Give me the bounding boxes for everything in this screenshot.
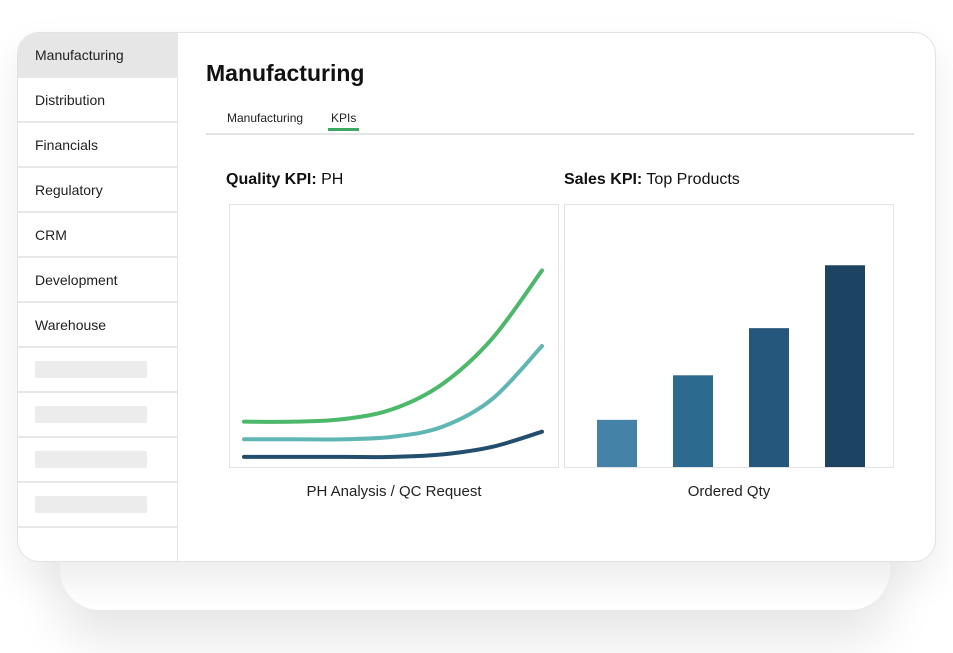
line-series-3 bbox=[242, 429, 544, 460]
quality-kpi-title: Quality KPI: PH bbox=[226, 171, 343, 189]
sales-kpi-metric: Top Products bbox=[642, 171, 740, 188]
sidebar-item-label: Distribution bbox=[35, 91, 106, 108]
bar-1 bbox=[597, 419, 637, 467]
bar-2 bbox=[673, 375, 713, 467]
sidebar-item-label: Financials bbox=[35, 136, 99, 153]
sidebar-placeholder-item bbox=[18, 348, 177, 393]
tab-kpis[interactable]: KPIs bbox=[328, 107, 360, 131]
line-series-1 bbox=[242, 268, 544, 424]
sales-kpi-label: Sales KPI: bbox=[564, 171, 643, 188]
sidebar-placeholder-item bbox=[18, 393, 177, 438]
tab-manufacturing[interactable]: Manufacturing bbox=[227, 111, 304, 125]
sidebar-item-development[interactable]: Development bbox=[18, 258, 177, 303]
sidebar-item-label: Warehouse bbox=[35, 316, 107, 333]
sidebar-item-regulatory[interactable]: Regulatory bbox=[18, 168, 177, 213]
sidebar-item-label: Regulatory bbox=[35, 181, 103, 198]
sidebar-placeholder-item bbox=[18, 483, 177, 528]
sidebar-item-crm[interactable]: CRM bbox=[18, 213, 177, 258]
placeholder-bar bbox=[35, 451, 147, 468]
sidebar-placeholder-item bbox=[18, 438, 177, 483]
main-content: Manufacturing Manufacturing KPIs Quality… bbox=[206, 33, 935, 561]
sales-bar-chart bbox=[564, 204, 894, 468]
sidebar-item-distribution[interactable]: Distribution bbox=[18, 78, 177, 123]
placeholder-bar bbox=[35, 406, 147, 423]
sidebar-item-financials[interactable]: Financials bbox=[18, 123, 177, 168]
quality-line-chart bbox=[229, 204, 559, 468]
line-chart-svg bbox=[242, 268, 544, 460]
quality-chart-caption: PH Analysis / QC Request bbox=[306, 483, 482, 500]
sidebar-item-label: Development bbox=[35, 271, 118, 288]
bar-chart-svg bbox=[597, 265, 865, 467]
quality-kpi-metric: PH bbox=[316, 171, 344, 188]
sidebar-item-label: Manufacturing bbox=[35, 46, 124, 63]
bar-3 bbox=[749, 328, 789, 467]
page-title: Manufacturing bbox=[206, 60, 365, 86]
sidebar: Manufacturing Distribution Financials Re… bbox=[18, 33, 178, 561]
bar-4 bbox=[825, 265, 865, 467]
sidebar-item-label: CRM bbox=[35, 226, 67, 243]
sidebar-item-manufacturing[interactable]: Manufacturing bbox=[18, 33, 177, 78]
quality-kpi-label: Quality KPI: bbox=[226, 171, 317, 188]
sales-kpi-title: Sales KPI: Top Products bbox=[564, 171, 740, 189]
app-window: Manufacturing Distribution Financials Re… bbox=[17, 32, 936, 562]
line-series-2 bbox=[242, 344, 544, 442]
sidebar-item-warehouse[interactable]: Warehouse bbox=[18, 303, 177, 348]
placeholder-bar bbox=[35, 361, 147, 378]
tab-bar: Manufacturing KPIs bbox=[206, 107, 914, 135]
sales-chart-caption: Ordered Qty bbox=[687, 483, 771, 500]
placeholder-bar bbox=[35, 496, 147, 513]
